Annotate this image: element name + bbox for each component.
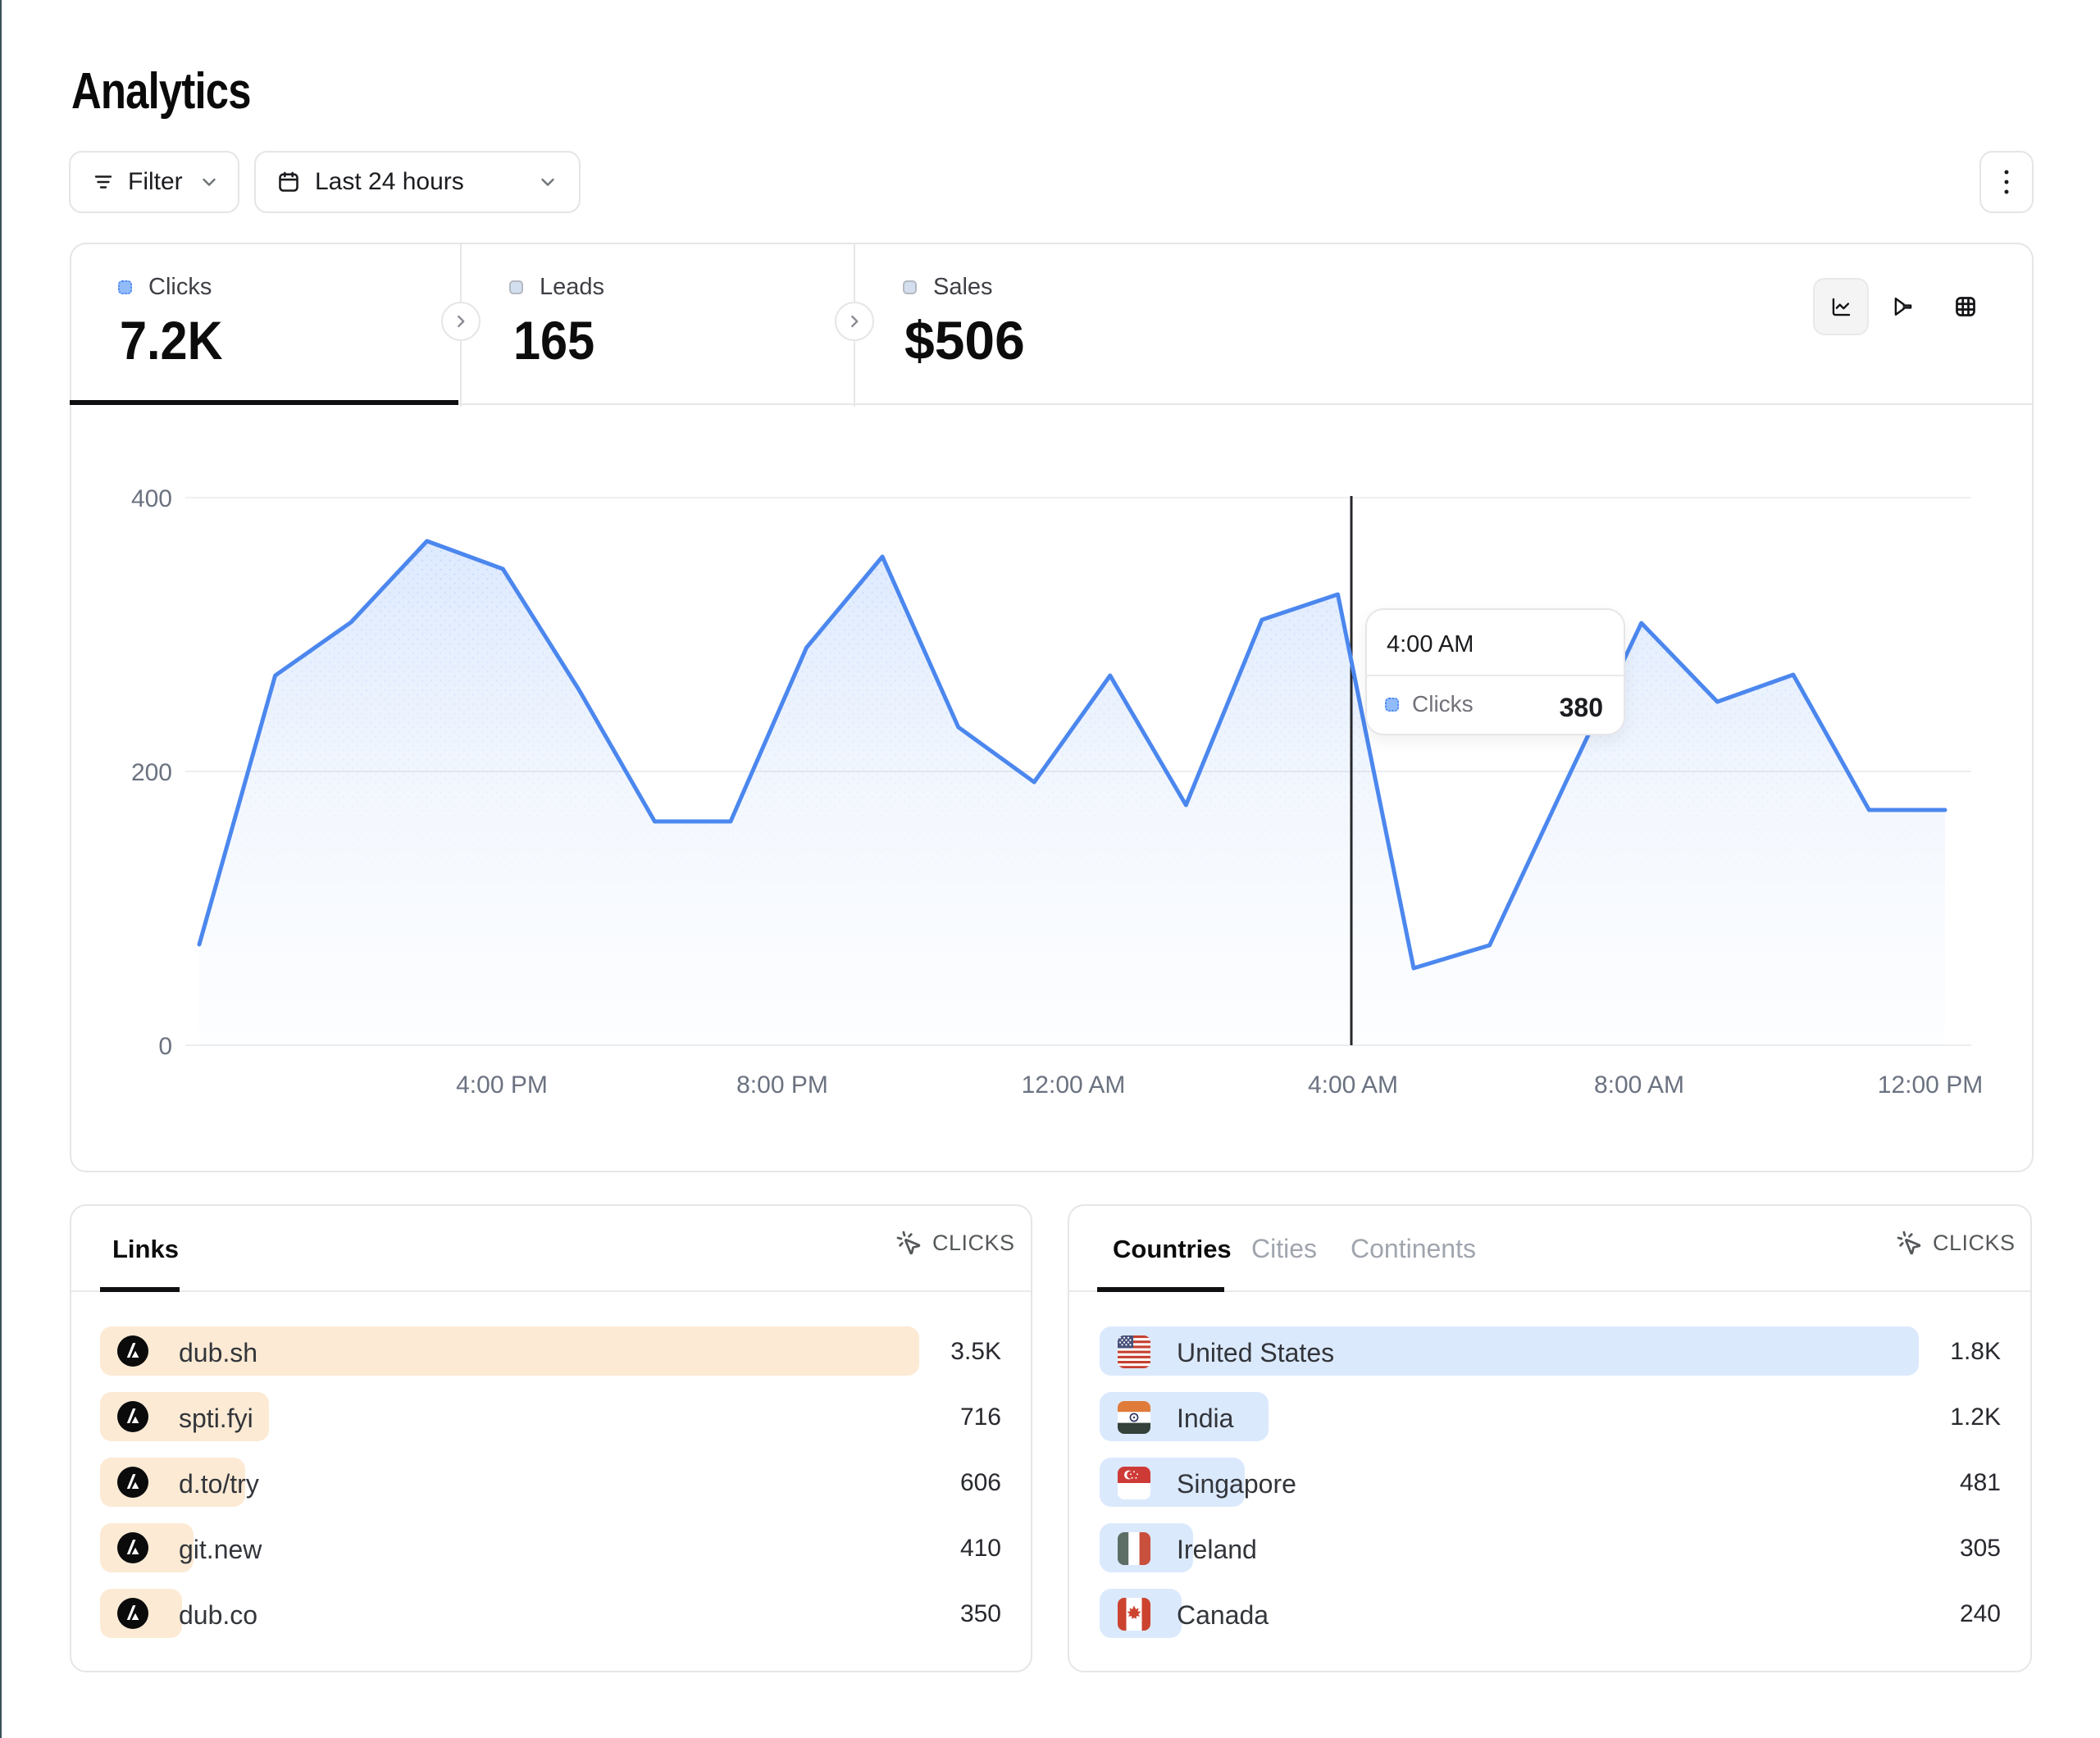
- svg-text:8:00 PM: 8:00 PM: [736, 1071, 828, 1099]
- svg-text:4:00 PM: 4:00 PM: [456, 1071, 548, 1099]
- svg-text:4:00 AM: 4:00 AM: [1308, 1071, 1398, 1099]
- svg-text:0: 0: [158, 1033, 172, 1060]
- svg-text:200: 200: [131, 759, 172, 786]
- svg-text:12:00 AM: 12:00 AM: [1022, 1071, 1126, 1099]
- svg-text:400: 400: [131, 485, 172, 512]
- svg-text:8:00 AM: 8:00 AM: [1594, 1071, 1684, 1099]
- svg-text:12:00 PM: 12:00 PM: [1878, 1071, 1983, 1099]
